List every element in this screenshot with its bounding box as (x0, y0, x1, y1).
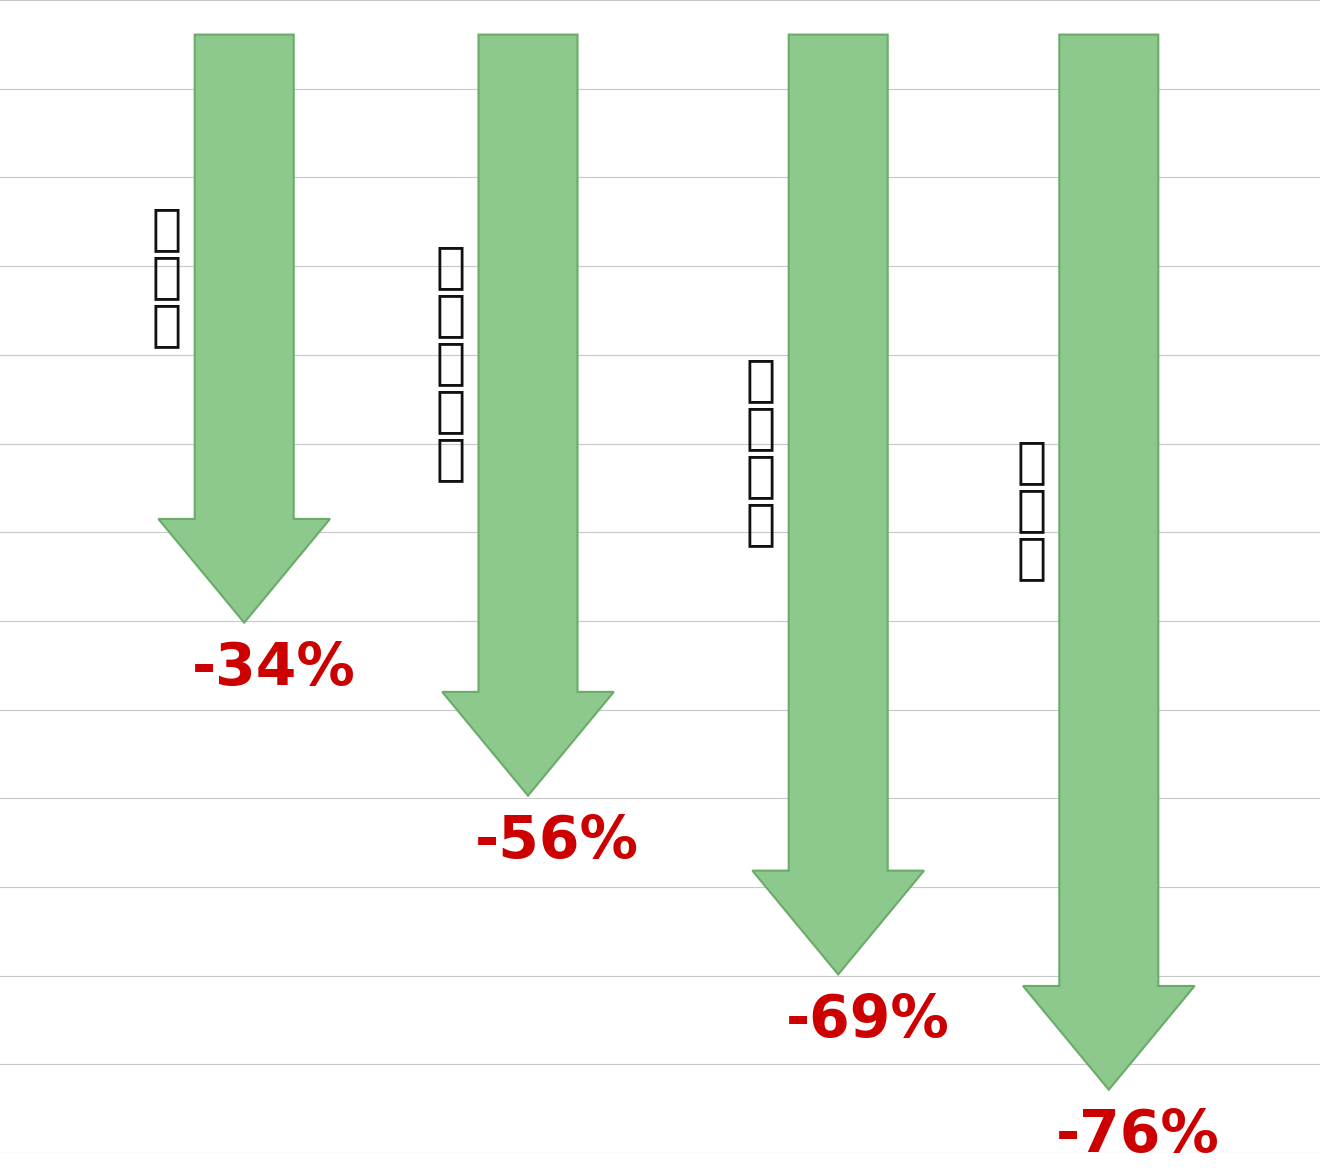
Text: -69%: -69% (785, 992, 949, 1048)
Polygon shape (442, 34, 614, 796)
Text: 網
膜
症: 網 膜 症 (152, 204, 181, 349)
Text: -56%: -56% (475, 812, 639, 870)
Polygon shape (752, 34, 924, 974)
Polygon shape (1023, 34, 1195, 1089)
Text: 腎
不
全: 腎 不 全 (1016, 438, 1045, 582)
Polygon shape (158, 34, 330, 622)
Text: た
ん
ぱ
く
尿: た ん ぱ く 尿 (436, 243, 466, 484)
Text: -76%: -76% (1056, 1107, 1220, 1165)
Text: 神
経
障
害: 神 経 障 害 (746, 357, 776, 548)
Text: -34%: -34% (191, 640, 355, 697)
